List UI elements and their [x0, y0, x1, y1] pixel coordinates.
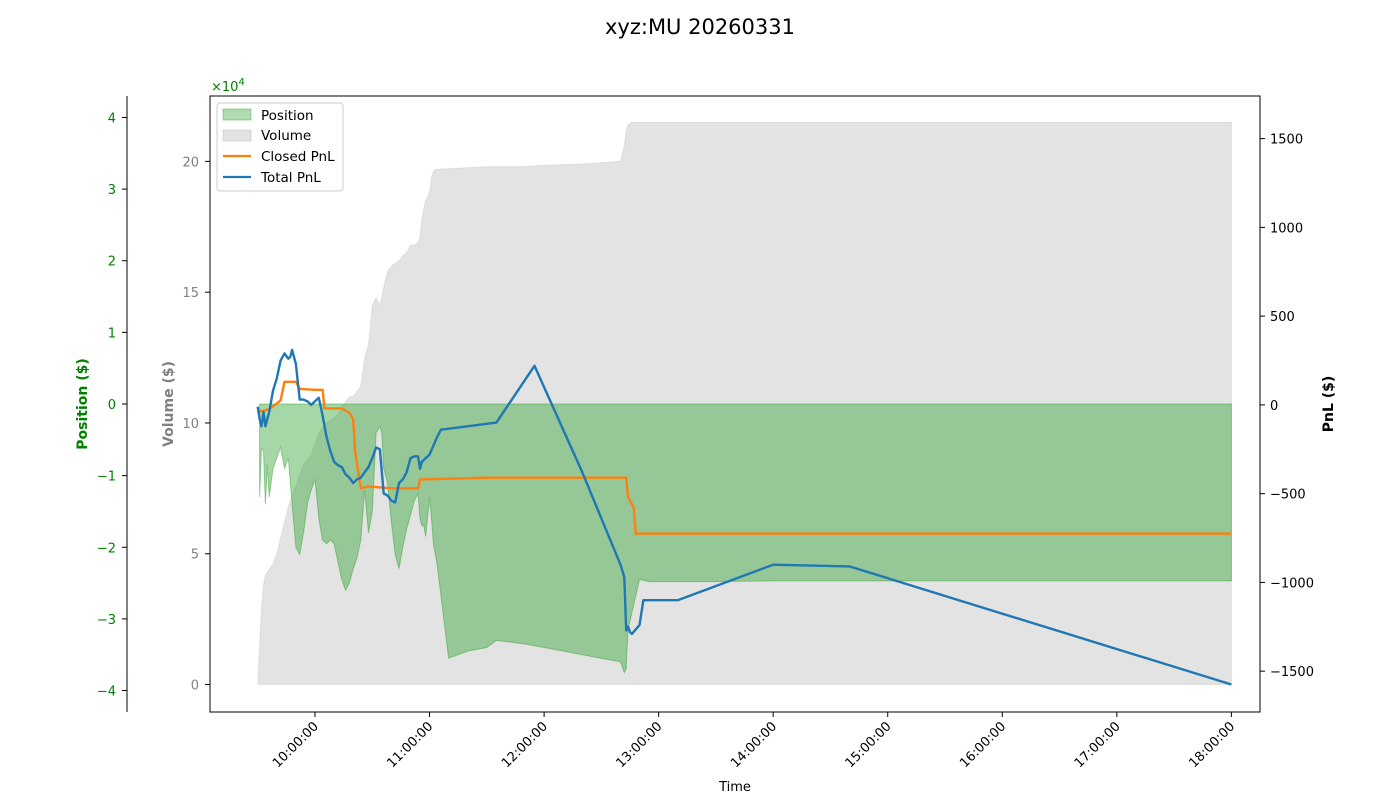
time-axis-title: Time [718, 780, 751, 795]
position-area [259, 403, 1232, 674]
total-pnl-line-layer [256, 348, 1232, 686]
pnl-axis-ticks: 1500 1000 500 0 −500 −1000 −1500 [1260, 133, 1314, 680]
legend-label-position: Position [261, 108, 314, 124]
volume-tick-label: 20 [182, 155, 199, 170]
closed-pnl-line-layer [257, 380, 1232, 535]
legend: Position Volume Closed PnL Total PnL [216, 102, 344, 192]
legend-swatch-position [222, 108, 252, 121]
volume-axis-ticks: 0 5 10 15 20 [182, 155, 210, 694]
position-tick-label: 3 [108, 183, 116, 198]
pnl-tick-label: −1000 [1270, 576, 1314, 591]
volume-tick-label: 10 [182, 417, 199, 432]
pnl-tick-label: 1000 [1270, 221, 1303, 236]
pnl-tick-label: −500 [1270, 488, 1306, 503]
position-tick-label: 2 [108, 255, 116, 270]
volume-tick-label: 5 [191, 548, 199, 563]
volume-tick-label: 15 [182, 286, 199, 301]
position-tick-label: −1 [97, 470, 116, 485]
position-tick-label: −2 [97, 541, 116, 556]
position-axis-scale: ×104 [211, 77, 245, 95]
volume-area-layer [257, 121, 1232, 685]
legend-label-total-pnl: Total PnL [260, 170, 321, 186]
position-tick-label: 0 [108, 398, 116, 413]
volume-area [257, 121, 1232, 685]
pnl-tick-label: −1500 [1270, 665, 1314, 680]
plot-frame [209, 95, 1261, 713]
volume-axis-title: Volume ($) [161, 361, 177, 447]
chart-title: xyz:MU 20260331 [605, 15, 795, 39]
pnl-tick-label: 500 [1270, 310, 1295, 325]
pnl-tick-label: 1500 [1270, 133, 1303, 148]
pnl-axis-title: PnL ($) [1321, 376, 1337, 433]
volume-tick-label: 0 [191, 679, 199, 694]
closed-pnl-line [257, 380, 1232, 535]
legend-label-volume: Volume [261, 128, 311, 144]
position-axis-ticks: 4 3 2 1 0 −1 −2 −3 −4 [97, 111, 127, 700]
legend-swatch-volume [222, 129, 252, 142]
position-tick-label: −3 [97, 613, 116, 628]
total-pnl-line [256, 348, 1232, 686]
position-tick-label: 4 [108, 111, 116, 126]
pnl-tick-label: 0 [1270, 399, 1278, 414]
position-axis-title: Position ($) [75, 358, 91, 450]
legend-box [216, 102, 344, 192]
position-tick-label: −4 [97, 685, 116, 700]
position-tick-label: 1 [108, 326, 116, 341]
position-area-layer [259, 403, 1232, 674]
legend-label-closed-pnl: Closed PnL [261, 149, 335, 165]
